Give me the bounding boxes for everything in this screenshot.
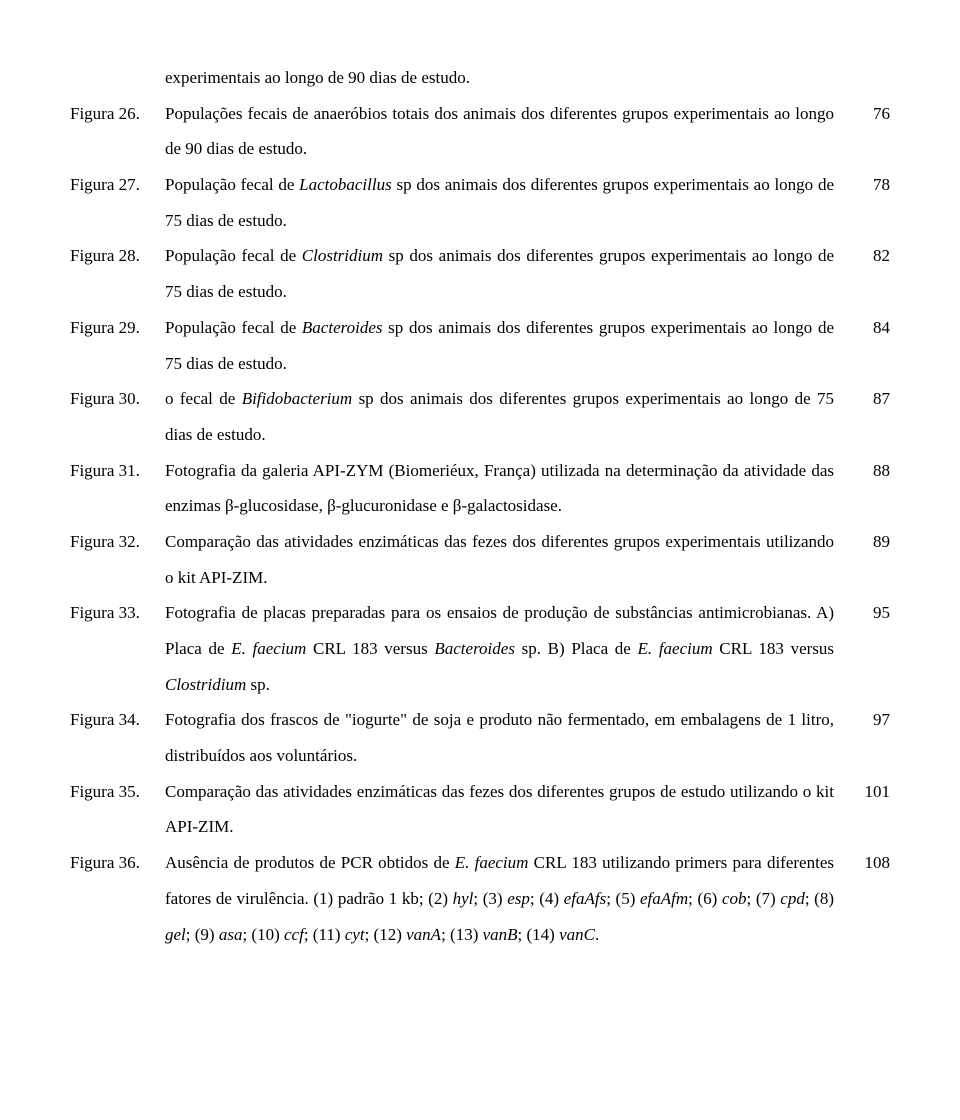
- figure-description: Populações fecais de anaeróbios totais d…: [165, 96, 850, 167]
- figure-description: Comparação das atividades enzimáticas da…: [165, 774, 850, 845]
- figure-description: População fecal de Bacteroides sp dos an…: [165, 310, 850, 381]
- figure-description: o fecal de Bifidobacterium sp dos animai…: [165, 381, 850, 452]
- figure-page-number: 76: [850, 96, 890, 132]
- figure-page-number: 97: [850, 702, 890, 738]
- figure-label: Figura 29.: [70, 310, 165, 346]
- figure-page-number: 78: [850, 167, 890, 203]
- figure-entry: Figura 36.Ausência de produtos de PCR ob…: [70, 845, 890, 952]
- figure-entry: Figura 28.População fecal de Clostridium…: [70, 238, 890, 309]
- figure-description: Fotografia da galeria API-ZYM (Biomeriéu…: [165, 453, 850, 524]
- figure-page-number: 95: [850, 595, 890, 631]
- figure-page-number: 89: [850, 524, 890, 560]
- figure-description: Comparação das atividades enzimáticas da…: [165, 524, 850, 595]
- figure-label: Figura 31.: [70, 453, 165, 489]
- figure-label: Figura 36.: [70, 845, 165, 881]
- figure-label: Figura 27.: [70, 167, 165, 203]
- figure-label: Figura 26.: [70, 96, 165, 132]
- figure-entry: Figura 29.População fecal de Bacteroides…: [70, 310, 890, 381]
- figure-label: Figura 32.: [70, 524, 165, 560]
- figure-list: Figura 26.Populações fecais de anaeróbio…: [70, 96, 890, 953]
- figure-entry: Figura 32.Comparação das atividades enzi…: [70, 524, 890, 595]
- figure-page-number: 88: [850, 453, 890, 489]
- figure-page-number: 87: [850, 381, 890, 417]
- figure-label: Figura 28.: [70, 238, 165, 274]
- figure-label: Figura 34.: [70, 702, 165, 738]
- figure-label: Figura 35.: [70, 774, 165, 810]
- figure-entry: Figura 30.o fecal de Bifidobacterium sp …: [70, 381, 890, 452]
- figure-entry: Figura 27.População fecal de Lactobacill…: [70, 167, 890, 238]
- figure-page-number: 108: [850, 845, 890, 881]
- figure-entry: Figura 31.Fotografia da galeria API-ZYM …: [70, 453, 890, 524]
- figure-description: População fecal de Lactobacillus sp dos …: [165, 167, 850, 238]
- figure-entry: Figura 33.Fotografia de placas preparada…: [70, 595, 890, 702]
- figure-page-number: 101: [850, 774, 890, 810]
- figure-description: Ausência de produtos de PCR obtidos de E…: [165, 845, 850, 952]
- figure-description: População fecal de Clostridium sp dos an…: [165, 238, 850, 309]
- figure-entry: Figura 35.Comparação das atividades enzi…: [70, 774, 890, 845]
- figure-description: Fotografia dos frascos de "iogurte" de s…: [165, 702, 850, 773]
- figure-page-number: 84: [850, 310, 890, 346]
- orphan-continuation-text: experimentais ao longo de 90 dias de est…: [165, 60, 890, 96]
- figure-description: Fotografia de placas preparadas para os …: [165, 595, 850, 702]
- figure-page-number: 82: [850, 238, 890, 274]
- figure-entry: Figura 34.Fotografia dos frascos de "iog…: [70, 702, 890, 773]
- figure-label: Figura 30.: [70, 381, 165, 417]
- figure-entry: Figura 26.Populações fecais de anaeróbio…: [70, 96, 890, 167]
- figure-label: Figura 33.: [70, 595, 165, 631]
